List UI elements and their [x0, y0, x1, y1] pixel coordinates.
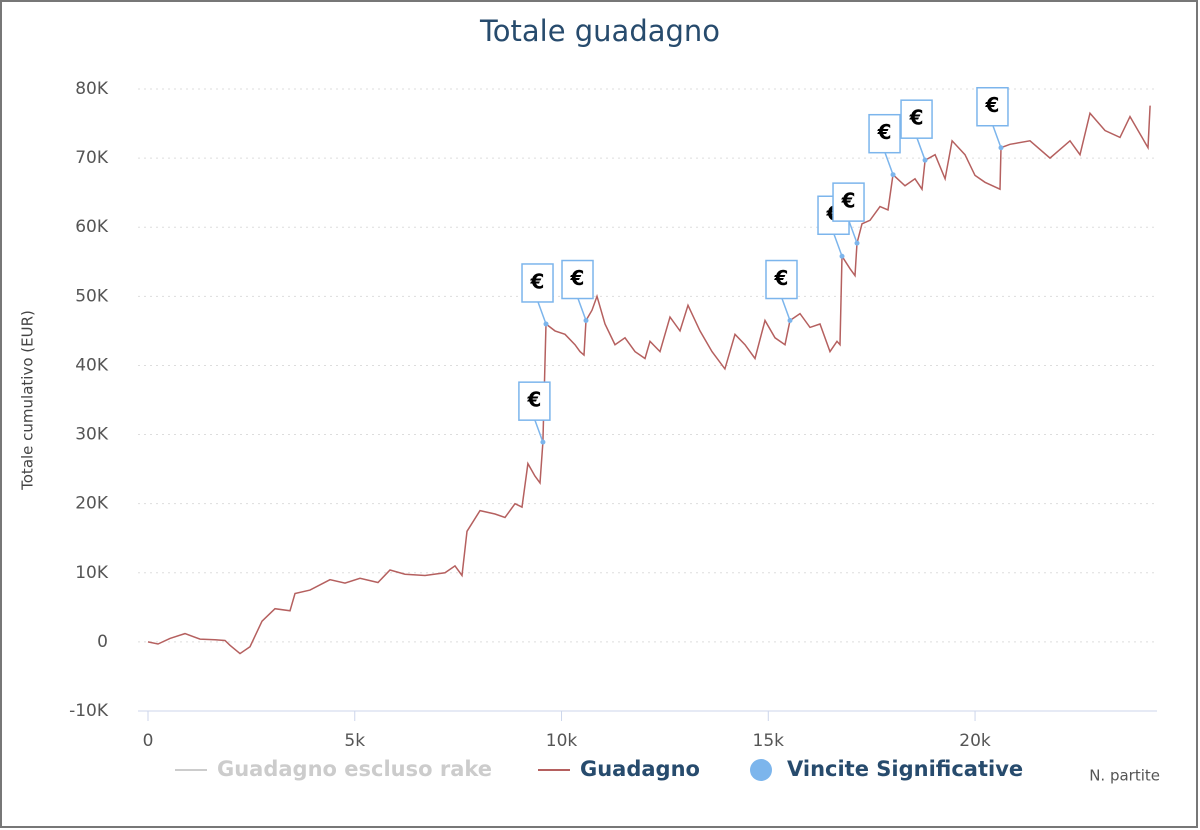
flag-box [765, 259, 798, 300]
flag-label: € [526, 388, 541, 412]
y-tick-label: 10K [75, 563, 109, 583]
flag: € [765, 259, 798, 324]
flag-point [839, 253, 845, 259]
y-tick-label: 40K [75, 355, 109, 375]
line-series [147, 105, 1151, 655]
y-axis-title: Totale cumulativo (EUR) [19, 310, 37, 491]
flag-box [561, 259, 594, 300]
y-tick-label: 50K [75, 286, 109, 306]
flag: € [521, 263, 554, 327]
flag: € [561, 259, 594, 324]
x-tick-label: 0 [143, 731, 154, 751]
y-tick-label: -10K [69, 701, 109, 721]
flag-label: € [774, 266, 789, 290]
y-tick-label: 20K [75, 494, 109, 514]
flag-box [976, 86, 1009, 127]
y-tick-label: 70K [75, 148, 109, 168]
y-tick-label: 0 [97, 632, 108, 652]
flag-connector [537, 301, 547, 325]
flag-connector [884, 152, 894, 175]
flag-label: € [841, 189, 856, 213]
flag-label: € [530, 269, 545, 293]
flag-point [543, 321, 549, 327]
flag-connector [992, 125, 1002, 149]
flag-point [540, 439, 546, 445]
flag-point [854, 240, 860, 246]
flag-label: € [570, 266, 585, 290]
flag-connector [833, 233, 843, 257]
flag-box [868, 113, 901, 154]
flag-box [518, 381, 551, 421]
flag-connector [577, 298, 587, 321]
x-tick-label: 20k [959, 731, 991, 751]
legend-label[interactable]: Guadagno [580, 757, 700, 781]
flag-point [583, 318, 589, 324]
flag-box [832, 182, 865, 222]
flag-label: € [985, 93, 1000, 117]
flag: € [868, 113, 901, 178]
chart-title: Totale guadagno [479, 14, 720, 48]
x-tick-label: 5k [344, 731, 365, 751]
flag: € [976, 86, 1009, 151]
flag: € [832, 182, 865, 246]
flag-box [900, 99, 933, 139]
y-tick-label: 80K [75, 79, 109, 99]
flag-point [890, 172, 896, 178]
flag-connector [916, 137, 926, 161]
flag-box [521, 263, 554, 303]
flag-connector [781, 298, 791, 321]
flag-connector [848, 220, 858, 244]
flag-connector [534, 419, 544, 443]
x-tick-label: 15k [753, 731, 785, 751]
flag-label: € [877, 120, 892, 144]
x-tick-label: 10k [546, 731, 578, 751]
flag: € [518, 381, 551, 445]
flag-point [998, 145, 1004, 151]
flag-label: € [909, 106, 924, 130]
flag: € [900, 99, 933, 163]
x-axis-title: N. partite [1089, 767, 1160, 785]
legend-label[interactable]: Guadagno escluso rake [217, 757, 492, 781]
y-tick-label: 30K [75, 425, 109, 445]
flag-point [787, 318, 793, 324]
y-tick-label: 60K [75, 217, 109, 237]
legend-symbol [750, 759, 772, 781]
flag-point [922, 157, 928, 163]
legend-label[interactable]: Vincite Significative [787, 757, 1023, 781]
